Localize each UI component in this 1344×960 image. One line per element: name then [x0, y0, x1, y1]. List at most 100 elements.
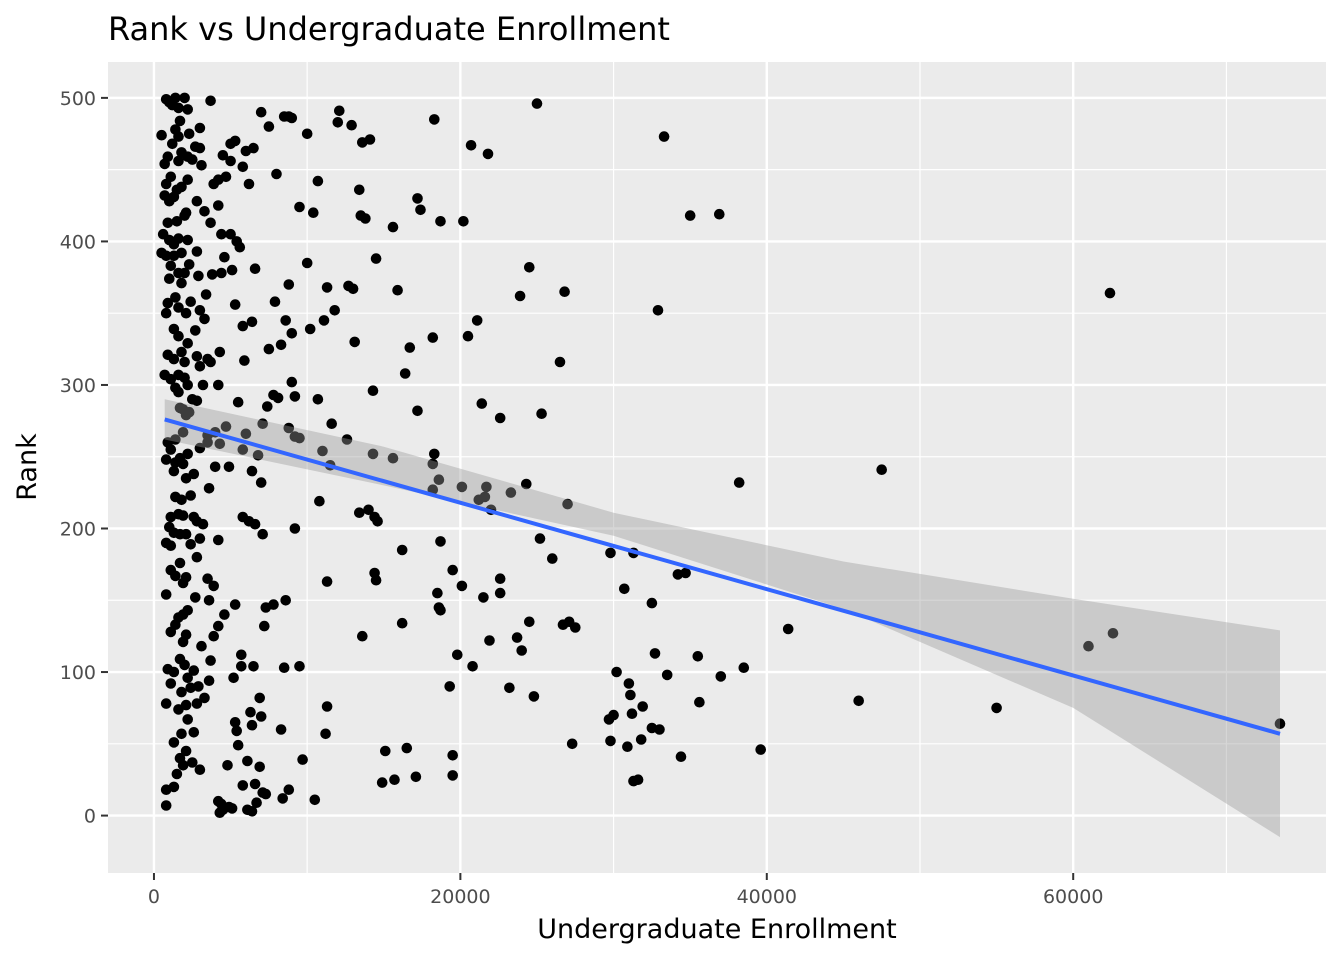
data-point [435, 536, 446, 547]
data-points [156, 92, 1286, 818]
data-point [286, 328, 298, 339]
data-point [476, 398, 488, 409]
data-point [255, 711, 267, 722]
x-axis-title: Undergraduate Enrollment [537, 914, 896, 945]
data-point [341, 434, 353, 445]
data-point [524, 262, 535, 273]
data-point [462, 330, 474, 342]
data-point [479, 491, 491, 503]
data-point [243, 178, 255, 190]
data-point [429, 114, 440, 125]
data-point [223, 461, 235, 473]
data-point [191, 351, 203, 362]
x-axis: 0 20000 40000 60000 [148, 873, 1103, 908]
data-point [528, 691, 540, 702]
data-point [349, 336, 361, 348]
data-point [209, 461, 221, 473]
data-point [193, 270, 204, 282]
data-point [183, 128, 195, 140]
data-point [294, 201, 305, 213]
data-point [401, 742, 413, 754]
data-point [536, 408, 547, 420]
data-point [566, 738, 578, 750]
data-point [433, 474, 445, 486]
data-point [272, 392, 284, 404]
major-gridlines [108, 62, 1326, 873]
data-point [168, 666, 180, 678]
data-point [364, 134, 376, 145]
y-tick-label: 0 [84, 806, 96, 828]
data-point [187, 154, 198, 165]
data-point [185, 490, 196, 501]
data-point [236, 661, 247, 672]
data-point [246, 806, 258, 817]
data-point [309, 794, 321, 806]
data-point [237, 320, 249, 332]
data-point [188, 665, 200, 676]
data-point [177, 458, 189, 470]
data-point [283, 784, 295, 795]
data-point [237, 780, 249, 791]
data-point [194, 533, 206, 544]
data-point [308, 207, 319, 218]
data-point [259, 620, 270, 632]
data-point [347, 283, 359, 295]
data-point [180, 307, 192, 319]
data-point [200, 289, 212, 300]
data-point [494, 573, 506, 584]
data-point [484, 635, 495, 646]
data-point [173, 155, 184, 167]
data-point [389, 774, 400, 785]
data-point [289, 391, 301, 402]
data-point [387, 221, 399, 233]
data-point [180, 528, 192, 540]
data-point [242, 755, 253, 767]
data-point [354, 507, 365, 518]
data-point [179, 210, 190, 221]
data-point [404, 342, 416, 353]
data-point [190, 325, 201, 336]
data-point [429, 448, 440, 460]
data-point [635, 734, 647, 745]
data-point [232, 396, 244, 408]
data-point [363, 504, 374, 516]
data-point [547, 553, 558, 564]
data-point [174, 402, 186, 414]
data-point [471, 315, 483, 326]
data-point [427, 458, 439, 470]
data-point [294, 661, 305, 672]
data-point [396, 544, 408, 556]
data-point [194, 764, 206, 775]
data-point [321, 282, 333, 293]
data-point [511, 632, 523, 643]
data-point [482, 148, 494, 160]
data-point [755, 744, 766, 755]
data-point [185, 296, 196, 308]
data-point [205, 95, 216, 107]
data-point [248, 661, 259, 672]
data-point [318, 315, 330, 326]
data-point [465, 140, 477, 151]
data-point [159, 369, 170, 381]
data-point [654, 724, 665, 735]
data-point [168, 465, 180, 477]
data-point [173, 612, 184, 623]
y-tick-label: 300 [60, 375, 96, 397]
data-point [456, 481, 468, 493]
data-point [312, 394, 324, 405]
data-point [562, 498, 573, 510]
plot-panel [108, 62, 1326, 873]
data-point [415, 204, 426, 216]
data-point [159, 158, 170, 170]
data-point [240, 428, 252, 440]
data-point [317, 445, 328, 457]
chart-title: Rank vs Undergraduate Enrollment [108, 10, 670, 48]
data-point [203, 483, 215, 494]
data-point [229, 135, 241, 147]
data-point [165, 444, 177, 455]
data-point [228, 672, 239, 684]
data-point [171, 768, 183, 780]
data-point [246, 465, 258, 477]
data-point [692, 651, 704, 662]
data-point [505, 487, 517, 498]
